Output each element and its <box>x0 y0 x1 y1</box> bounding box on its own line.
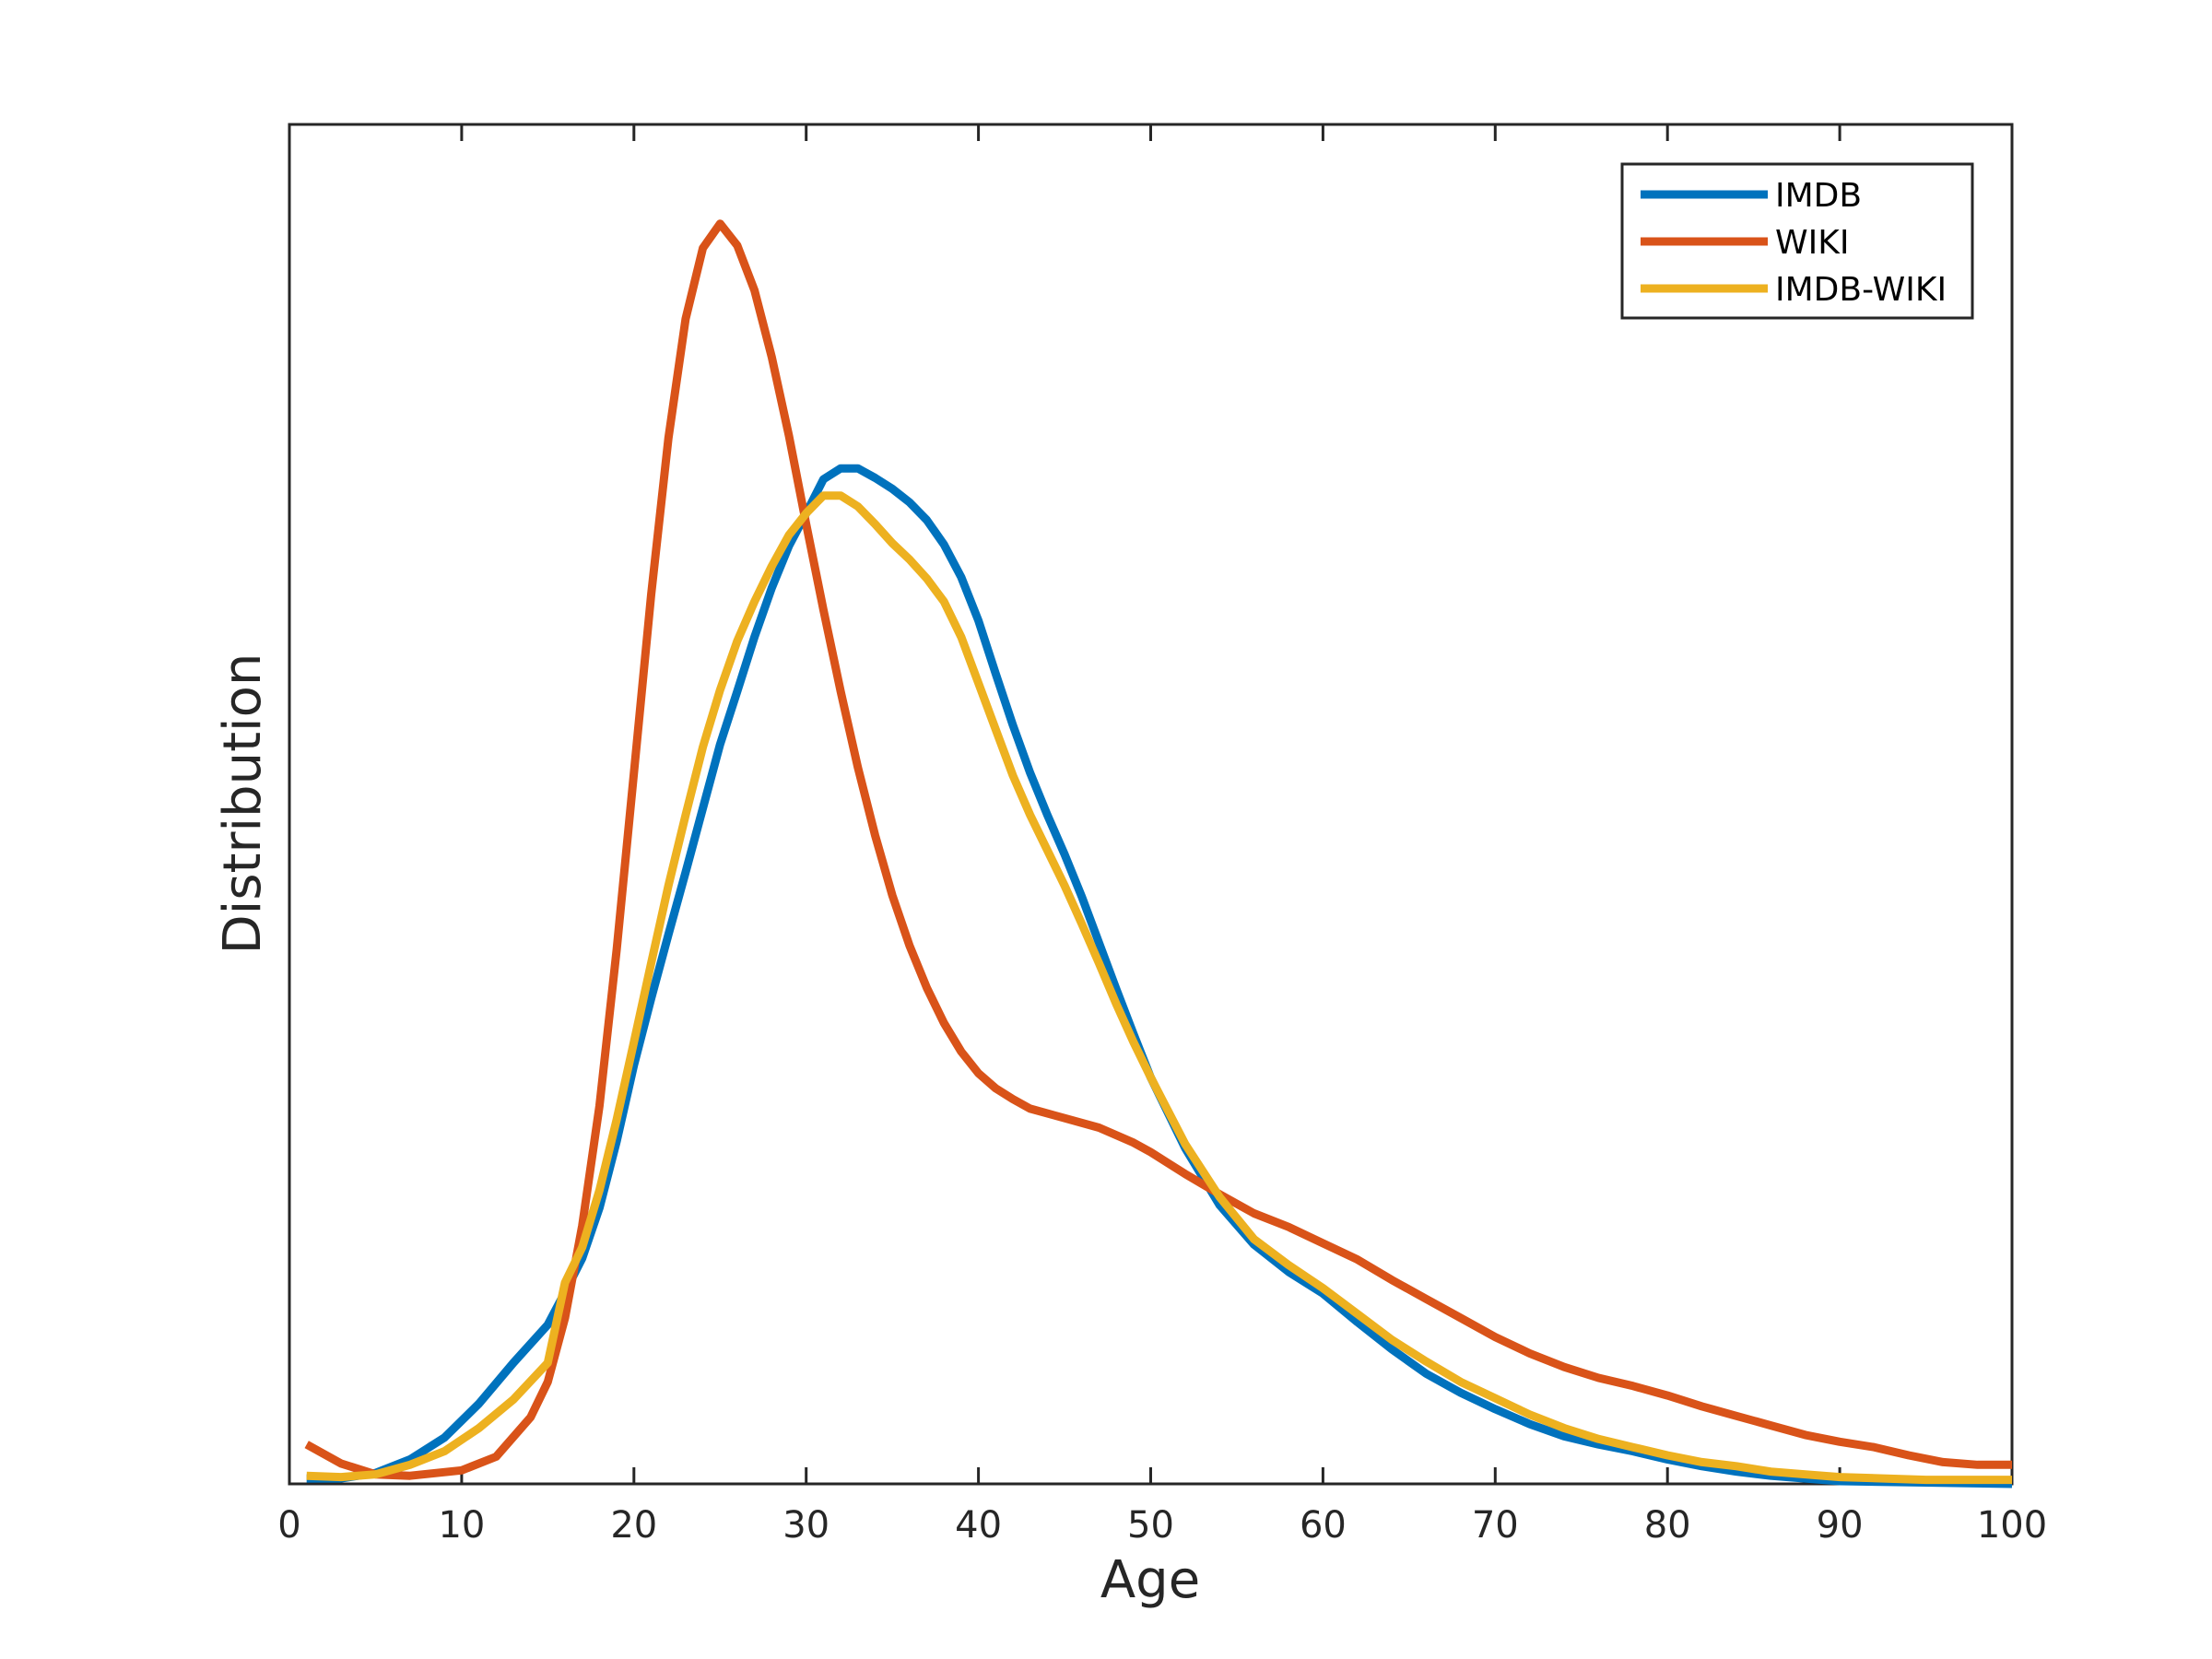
x-tick-label: 40 <box>955 1504 1002 1547</box>
x-axis-label: Age <box>1100 1550 1200 1610</box>
plot-area <box>288 123 2014 1486</box>
legend-label: IMDB <box>1775 177 1862 215</box>
y-axis-label: Distribution <box>213 653 273 955</box>
x-tick-label: 70 <box>1472 1504 1519 1547</box>
x-tick-label: 30 <box>782 1504 830 1547</box>
legend-label: WIKI <box>1775 224 1849 262</box>
x-tick-label: 100 <box>1977 1504 2047 1547</box>
x-tick-label: 0 <box>277 1504 300 1547</box>
x-tick-label: 50 <box>1127 1504 1174 1547</box>
legend-label: IMDB-WIKI <box>1775 271 1947 309</box>
x-tick-label: 10 <box>438 1504 485 1547</box>
x-tick-label: 20 <box>610 1504 657 1547</box>
series-line-wiki <box>304 219 2012 1480</box>
series-line-imdb <box>306 464 2013 1488</box>
legend: IMDB WIKI IMDB-WIKI <box>1620 162 1974 320</box>
x-tick-label: 80 <box>1644 1504 1691 1547</box>
series-line-imdb-wiki <box>306 491 2012 1485</box>
x-tick-label: 60 <box>1300 1504 1347 1547</box>
x-tick-label: 90 <box>1817 1504 1864 1547</box>
